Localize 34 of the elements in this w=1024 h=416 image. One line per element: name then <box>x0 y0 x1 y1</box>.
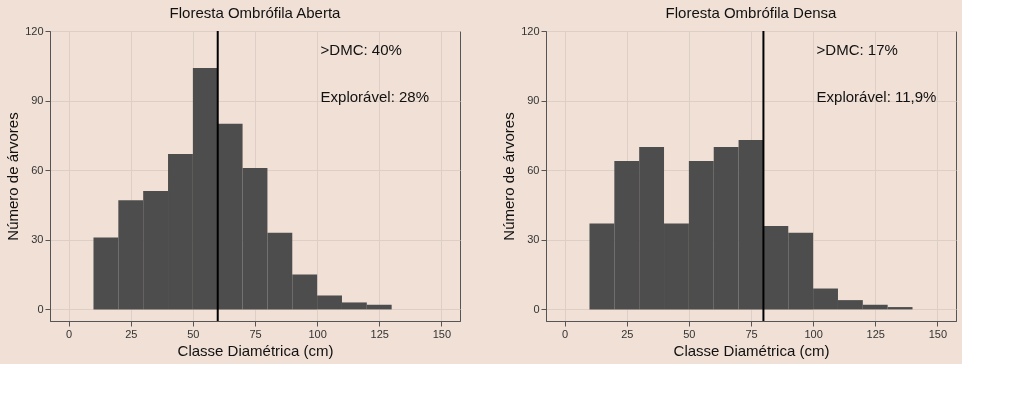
x-tick-label: 125 <box>370 327 389 340</box>
x-axis-title: Classe Diamétrica (cm) <box>673 341 830 359</box>
x-tick-label: 50 <box>683 327 696 340</box>
y-tick-label: 30 <box>31 233 44 246</box>
x-tick-label: 150 <box>928 327 948 340</box>
annotation: >DMC: 17% <box>816 41 898 58</box>
x-tick-label: 75 <box>249 327 262 340</box>
x-tick-label: 125 <box>866 327 885 340</box>
y-tick-label: 0 <box>37 302 44 315</box>
x-tick-label: 0 <box>66 327 73 340</box>
y-tick-label: 90 <box>31 94 44 107</box>
y-tick-label: 120 <box>521 24 540 37</box>
y-tick-label: 0 <box>533 302 540 315</box>
x-axis-title: Classe Diamétrica (cm) <box>177 341 334 359</box>
annotation: Explorável: 28% <box>320 88 430 105</box>
x-tick-label: 150 <box>432 327 452 340</box>
y-tick-label: 30 <box>527 233 540 246</box>
x-tick-label: 100 <box>308 327 327 340</box>
annotation: Explorável: 11,9% <box>816 88 937 105</box>
x-tick-label: 100 <box>804 327 823 340</box>
y-tick-label: 120 <box>25 24 44 37</box>
x-tick-label: 50 <box>187 327 200 340</box>
x-tick-label: 25 <box>621 327 634 340</box>
y-tick-label: 90 <box>527 94 540 107</box>
chart-title: Floresta Ombrófila Densa <box>665 4 838 21</box>
y-tick-label: 60 <box>31 163 44 176</box>
y-axis-title: Número de árvores <box>4 112 22 241</box>
chart-title: Floresta Ombrófila Aberta <box>169 4 342 21</box>
y-tick-label: 60 <box>527 163 540 176</box>
annotation: >DMC: 40% <box>320 41 402 58</box>
x-tick-label: 75 <box>745 327 758 340</box>
x-tick-label: 25 <box>125 327 138 340</box>
y-axis-title: Número de árvores <box>500 112 518 241</box>
x-tick-label: 0 <box>562 327 569 340</box>
